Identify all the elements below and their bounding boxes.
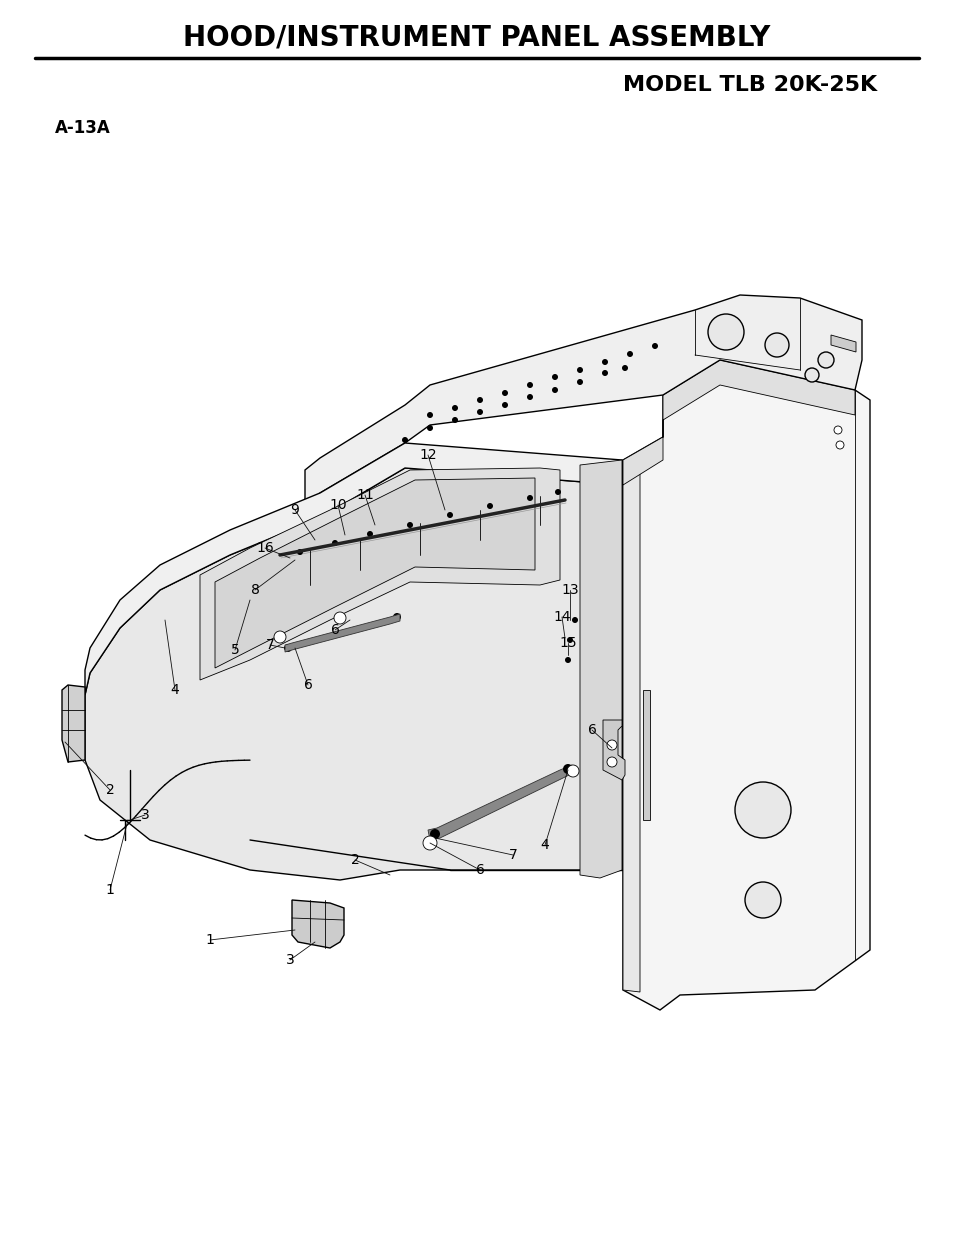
Text: 5: 5 <box>231 643 239 657</box>
Circle shape <box>601 370 607 375</box>
Text: 2: 2 <box>106 783 114 797</box>
Polygon shape <box>622 459 639 992</box>
Circle shape <box>486 503 493 509</box>
Text: 9: 9 <box>291 503 299 517</box>
Circle shape <box>577 367 582 373</box>
Polygon shape <box>214 478 535 668</box>
Circle shape <box>526 495 533 501</box>
Text: 3: 3 <box>285 953 294 967</box>
Circle shape <box>764 333 788 357</box>
Text: 13: 13 <box>560 583 578 597</box>
Text: HOOD/INSTRUMENT PANEL ASSEMBLY: HOOD/INSTRUMENT PANEL ASSEMBLY <box>183 23 770 52</box>
Polygon shape <box>642 690 649 820</box>
Circle shape <box>284 643 292 652</box>
Polygon shape <box>85 443 621 695</box>
Text: 4: 4 <box>171 683 179 697</box>
Text: 8: 8 <box>251 583 259 597</box>
Circle shape <box>577 379 582 385</box>
Circle shape <box>744 882 781 918</box>
Circle shape <box>606 740 617 750</box>
Text: 6: 6 <box>303 678 313 692</box>
Circle shape <box>407 522 413 529</box>
Circle shape <box>422 836 436 850</box>
Polygon shape <box>830 335 855 352</box>
Polygon shape <box>622 359 854 485</box>
Circle shape <box>526 394 533 400</box>
Circle shape <box>367 531 373 537</box>
Circle shape <box>427 412 433 417</box>
Text: 7: 7 <box>508 848 517 862</box>
Circle shape <box>430 829 439 839</box>
Circle shape <box>572 618 578 622</box>
Polygon shape <box>285 614 399 652</box>
Circle shape <box>552 387 558 393</box>
Circle shape <box>606 757 617 767</box>
Text: 6: 6 <box>331 622 339 637</box>
Circle shape <box>452 417 457 424</box>
Circle shape <box>274 631 286 643</box>
Text: A-13A: A-13A <box>55 119 111 137</box>
Circle shape <box>651 343 658 350</box>
Circle shape <box>817 352 833 368</box>
Circle shape <box>566 637 573 643</box>
Text: 2: 2 <box>351 853 359 867</box>
Circle shape <box>427 425 433 431</box>
Text: 4: 4 <box>540 839 549 852</box>
Polygon shape <box>85 468 621 881</box>
Circle shape <box>334 613 346 624</box>
Circle shape <box>447 513 453 517</box>
Circle shape <box>564 657 571 663</box>
Text: 10: 10 <box>329 498 347 513</box>
Circle shape <box>401 437 408 443</box>
Circle shape <box>626 351 633 357</box>
Text: 6: 6 <box>587 722 596 737</box>
Circle shape <box>476 396 482 403</box>
Circle shape <box>476 409 482 415</box>
Circle shape <box>332 540 337 546</box>
Circle shape <box>566 764 578 777</box>
Circle shape <box>555 489 560 495</box>
Circle shape <box>562 764 573 774</box>
Text: 7: 7 <box>265 638 274 652</box>
Polygon shape <box>292 900 344 948</box>
Circle shape <box>835 441 843 450</box>
Circle shape <box>804 368 818 382</box>
Text: 3: 3 <box>140 808 150 823</box>
Circle shape <box>734 782 790 839</box>
Circle shape <box>621 366 627 370</box>
Text: 16: 16 <box>255 541 274 555</box>
Polygon shape <box>428 764 575 840</box>
Circle shape <box>501 403 507 408</box>
Circle shape <box>393 613 400 621</box>
Circle shape <box>552 374 558 380</box>
Circle shape <box>452 405 457 411</box>
Circle shape <box>501 390 507 396</box>
Text: 15: 15 <box>558 636 577 650</box>
Circle shape <box>296 550 303 555</box>
Circle shape <box>707 314 743 350</box>
Circle shape <box>526 382 533 388</box>
Text: 1: 1 <box>106 883 114 897</box>
Polygon shape <box>305 295 862 508</box>
Polygon shape <box>579 459 621 878</box>
Text: 6: 6 <box>475 863 484 877</box>
Text: 14: 14 <box>553 610 570 624</box>
Polygon shape <box>622 359 869 1010</box>
Text: 12: 12 <box>418 448 436 462</box>
Circle shape <box>601 359 607 366</box>
Polygon shape <box>200 468 559 680</box>
Text: MODEL TLB 20K-25K: MODEL TLB 20K-25K <box>622 75 876 95</box>
Polygon shape <box>62 685 85 762</box>
Text: 11: 11 <box>355 488 374 501</box>
Circle shape <box>833 426 841 433</box>
Polygon shape <box>602 720 624 781</box>
Text: 1: 1 <box>205 932 214 947</box>
